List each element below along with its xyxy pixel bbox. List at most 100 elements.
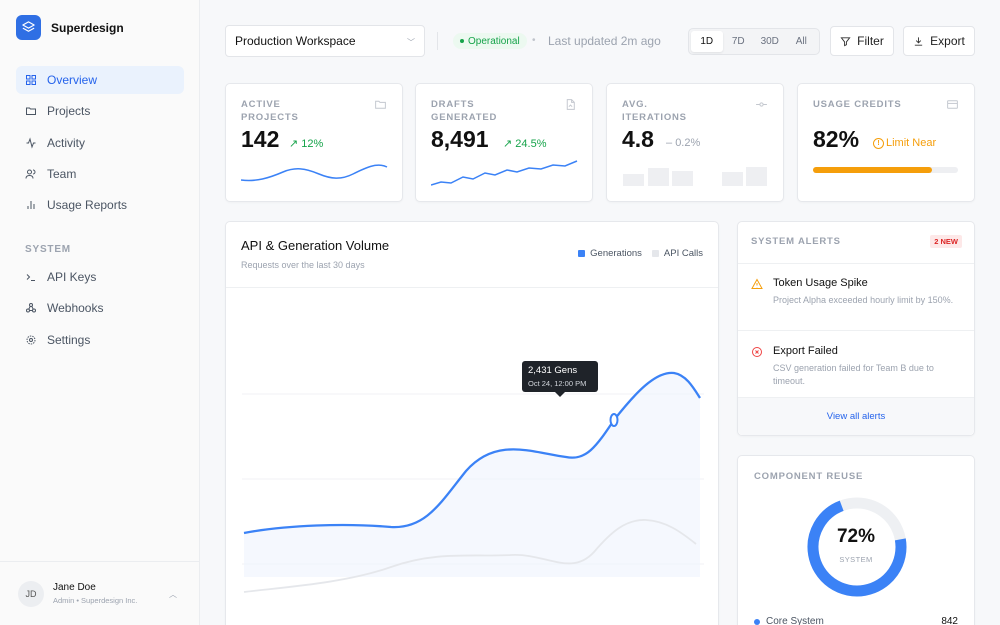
chart-title: API & Generation Volume (241, 238, 390, 253)
bar-chart-icon (27, 201, 35, 210)
tooltip-value: 2,431 Gens (528, 365, 578, 376)
reuse-row: Core System 842 (754, 616, 958, 625)
nav-section-label: SYSTEM (25, 244, 71, 255)
sidebar-item-label: Activity (47, 135, 86, 150)
user-profile[interactable]: JD Jane Doe Admin • Superdesign Inc. ︿ (0, 561, 199, 625)
sidebar-item-team[interactable]: Team (16, 160, 184, 188)
folder-icon (375, 100, 386, 109)
filter-button[interactable]: Filter (830, 26, 894, 56)
kpi-delta: ! Limit Near (873, 137, 936, 149)
kpi-label: AVG. ITERATIONS (622, 99, 687, 123)
status-label: Operational (468, 35, 520, 47)
user-name: Jane Doe (53, 582, 96, 593)
terminal-icon (26, 274, 35, 281)
app-name: Superdesign (51, 20, 124, 35)
document-icon (566, 99, 575, 110)
sidebar-item-projects[interactable]: Projects (16, 97, 184, 125)
kpi-value: 8,491 (431, 126, 489, 152)
range-30d[interactable]: 30D (760, 36, 779, 47)
usage-progress-track (813, 167, 958, 173)
divider (226, 287, 718, 288)
kpi-label: ACTIVE PROJECTS (241, 99, 299, 123)
alert-title: Token Usage Spike (773, 277, 868, 289)
alert-title: Export Failed (773, 345, 838, 357)
gear-icon (26, 335, 36, 345)
donut-arc (807, 497, 907, 597)
volume-chart-card: API & Generation Volume Requests over th… (225, 221, 719, 625)
component-reuse-card: COMPONENT REUSE 72% SYSTEM Core System 8… (737, 455, 975, 625)
range-all[interactable]: All (795, 36, 807, 47)
legend-item-api-calls[interactable]: API Calls (651, 248, 703, 259)
trend-up-icon: ↗ (289, 138, 299, 150)
avatar: JD (18, 580, 44, 607)
export-label: Export (930, 34, 965, 48)
kpi-card-usage-credits: USAGE CREDITS 82% ! Limit Near (797, 83, 975, 202)
chart-subtitle: Requests over the last 30 days (241, 260, 365, 270)
status-dot-icon (460, 39, 464, 43)
sidebar-item-label: Overview (47, 73, 98, 87)
status-badge: Operational (453, 33, 527, 49)
volume-chart-plot[interactable] (226, 287, 720, 625)
range-1d[interactable]: 1D (691, 31, 723, 52)
view-all-alerts-link[interactable]: View all alerts (738, 397, 974, 435)
sidebar-item-label: Projects (47, 104, 91, 119)
alert-description: Project Alpha exceeded hourly limit by 1… (773, 295, 954, 305)
grid-icon (26, 75, 36, 85)
alert-item[interactable]: Token Usage Spike Project Alpha exceeded… (738, 263, 974, 330)
tooltip-date: Oct 24, 12:00 PM (528, 379, 587, 388)
kpi-delta: ↗ 12% (289, 138, 324, 150)
top-bar: Production Workspace ﹀ Operational • Las… (225, 25, 975, 57)
workspace-select[interactable]: Production Workspace ﹀ (225, 25, 425, 57)
sidebar-item-settings[interactable]: Settings (16, 326, 184, 354)
filter-icon (840, 36, 851, 46)
series-dot-icon (754, 618, 760, 625)
kpi-value: 4.8 (622, 126, 654, 152)
reuse-value: 72% (836, 526, 876, 547)
legend-item-generations[interactable]: Generations (578, 248, 642, 259)
kpi-label: DRAFTS GENERATED (431, 99, 498, 123)
sidebar-item-activity[interactable]: Activity (16, 129, 184, 157)
webhook-icon (26, 303, 36, 313)
chevron-up-icon[interactable]: ︿ (169, 590, 177, 599)
sidebar-item-api-keys[interactable]: API Keys (16, 263, 184, 291)
export-button[interactable]: Export (903, 26, 975, 56)
alerts-title: SYSTEM ALERTS (751, 236, 841, 247)
layers-logo-icon (16, 15, 41, 40)
reuse-label: SYSTEM (839, 555, 873, 564)
sidebar-item-overview[interactable]: Overview (16, 66, 184, 94)
hover-point-marker[interactable] (609, 413, 619, 427)
sparkline (241, 164, 388, 182)
range-7d[interactable]: 7D (731, 36, 745, 47)
kpi-value: 82% (813, 126, 860, 152)
separator-dot: • (532, 35, 536, 46)
sidebar: Superdesign Overview Projects Activity T… (0, 0, 200, 625)
sidebar-item-label: API Keys (47, 270, 97, 284)
kpi-label: USAGE CREDITS (813, 99, 902, 110)
sidebar-item-usage-reports[interactable]: Usage Reports (16, 191, 184, 219)
sidebar-item-label: Settings (47, 332, 91, 347)
system-nav: API Keys Webhooks Settings (16, 263, 184, 357)
sidebar-item-label: Team (47, 166, 77, 181)
error-icon (752, 347, 762, 357)
alert-circle-icon: ! (873, 137, 884, 149)
api-calls-line (243, 519, 697, 593)
kpi-card-drafts-generated: DRAFTS GENERATED 8,491 ↗ 24.5% (415, 83, 593, 202)
brand[interactable]: Superdesign (16, 15, 124, 40)
last-updated: Last updated 2m ago (548, 34, 661, 48)
filter-label: Filter (857, 34, 884, 48)
divider (437, 32, 438, 50)
trend-flat-icon: – (666, 137, 673, 149)
credit-card-icon (947, 100, 958, 109)
users-icon (25, 169, 36, 179)
sidebar-item-webhooks[interactable]: Webhooks (16, 294, 184, 322)
alert-item[interactable]: Export Failed CSV generation failed for … (738, 330, 974, 398)
kpi-card-avg-iterations: AVG. ITERATIONS 4.8 – 0.2% (606, 83, 784, 202)
kpi-value: 142 (241, 126, 280, 152)
range-toggle: 1D 7D 30D All (688, 28, 820, 55)
generations-area (244, 372, 700, 577)
kpi-card-active-projects: ACTIVE PROJECTS 142 ↗ 12% (225, 83, 403, 202)
workspace-select-value: Production Workspace (235, 34, 356, 48)
chart-tooltip: 2,431 Gens Oct 24, 12:00 PM (522, 361, 598, 397)
sidebar-item-label: Usage Reports (47, 198, 128, 213)
reuse-donut (807, 497, 907, 597)
